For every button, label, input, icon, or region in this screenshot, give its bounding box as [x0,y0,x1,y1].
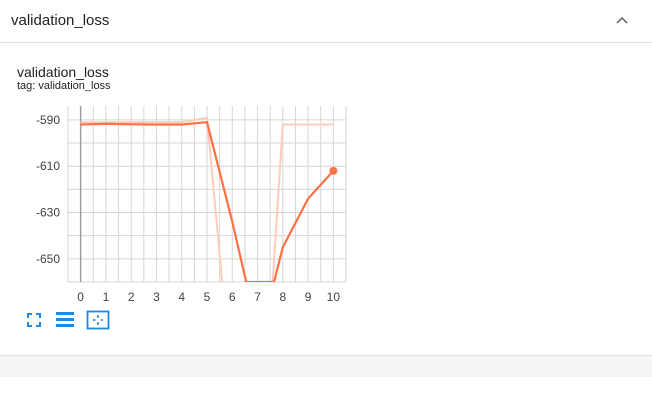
chart-tag: tag: validation_loss [17,80,111,92]
line-chart[interactable]: -590 -610 -630 -650 0 1 2 3 4 5 6 7 8 9 10 [0,96,360,308]
x-tick-label: 2 [128,290,135,304]
raw-series-line [80,116,224,282]
card-footer [0,356,652,377]
toggle-log-scale-button[interactable] [55,310,75,330]
smoothed-series-line [80,121,335,282]
card-footer-divider [0,355,652,356]
raw-series-line [271,123,334,282]
x-tick-label: 1 [103,290,110,304]
x-tick-label: 5 [204,290,211,304]
x-tick-label: 7 [254,290,261,304]
x-tick-label: 6 [229,290,236,304]
collapse-button[interactable] [610,8,634,32]
y-tick-label: -650 [36,252,60,266]
card-title: validation_loss [11,12,110,29]
x-tick-label: 0 [77,290,84,304]
fullscreen-button[interactable] [24,310,44,330]
x-tick-label: 4 [178,290,185,304]
x-tick-label: 9 [305,290,312,304]
series-group [80,116,335,282]
x-tick-label: 10 [327,290,341,304]
fit-domain-button[interactable] [86,310,110,330]
y-tick-label: -630 [36,206,60,220]
fit-to-data-icon [86,310,110,330]
chart-title: validation_loss [17,64,109,80]
chevron-up-icon [616,16,628,24]
y-tick-label: -590 [36,113,60,127]
chart-toolbar [24,310,121,330]
y-tick-label: -610 [36,159,60,173]
card-header: validation_loss [0,0,652,43]
x-tick-label: 8 [279,290,286,304]
fullscreen-icon [27,313,41,327]
last-point-marker [329,166,338,175]
x-tick-label: 3 [153,290,160,304]
lines-icon [56,312,74,327]
